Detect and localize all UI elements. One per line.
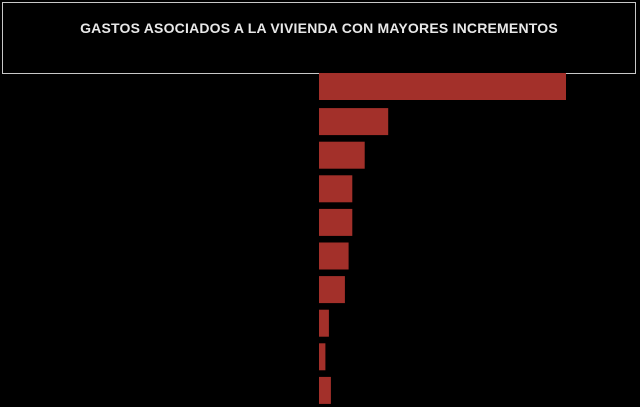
bar-8: [319, 309, 329, 337]
bar-5: [319, 208, 353, 236]
bar-7: [319, 276, 345, 304]
bar-1: [319, 73, 566, 100]
bar-4: [319, 175, 353, 203]
bar-9: [319, 343, 326, 371]
bar-6: [319, 242, 349, 270]
bar-10: [319, 376, 331, 404]
bar-3: [319, 141, 365, 169]
chart-title: GASTOS ASOCIADOS A LA VIVIENDA CON MAYOR…: [80, 20, 558, 36]
chart-title-box: GASTOS ASOCIADOS A LA VIVIENDA CON MAYOR…: [2, 2, 636, 74]
bar-2: [319, 108, 389, 136]
bars-group: [319, 73, 566, 404]
